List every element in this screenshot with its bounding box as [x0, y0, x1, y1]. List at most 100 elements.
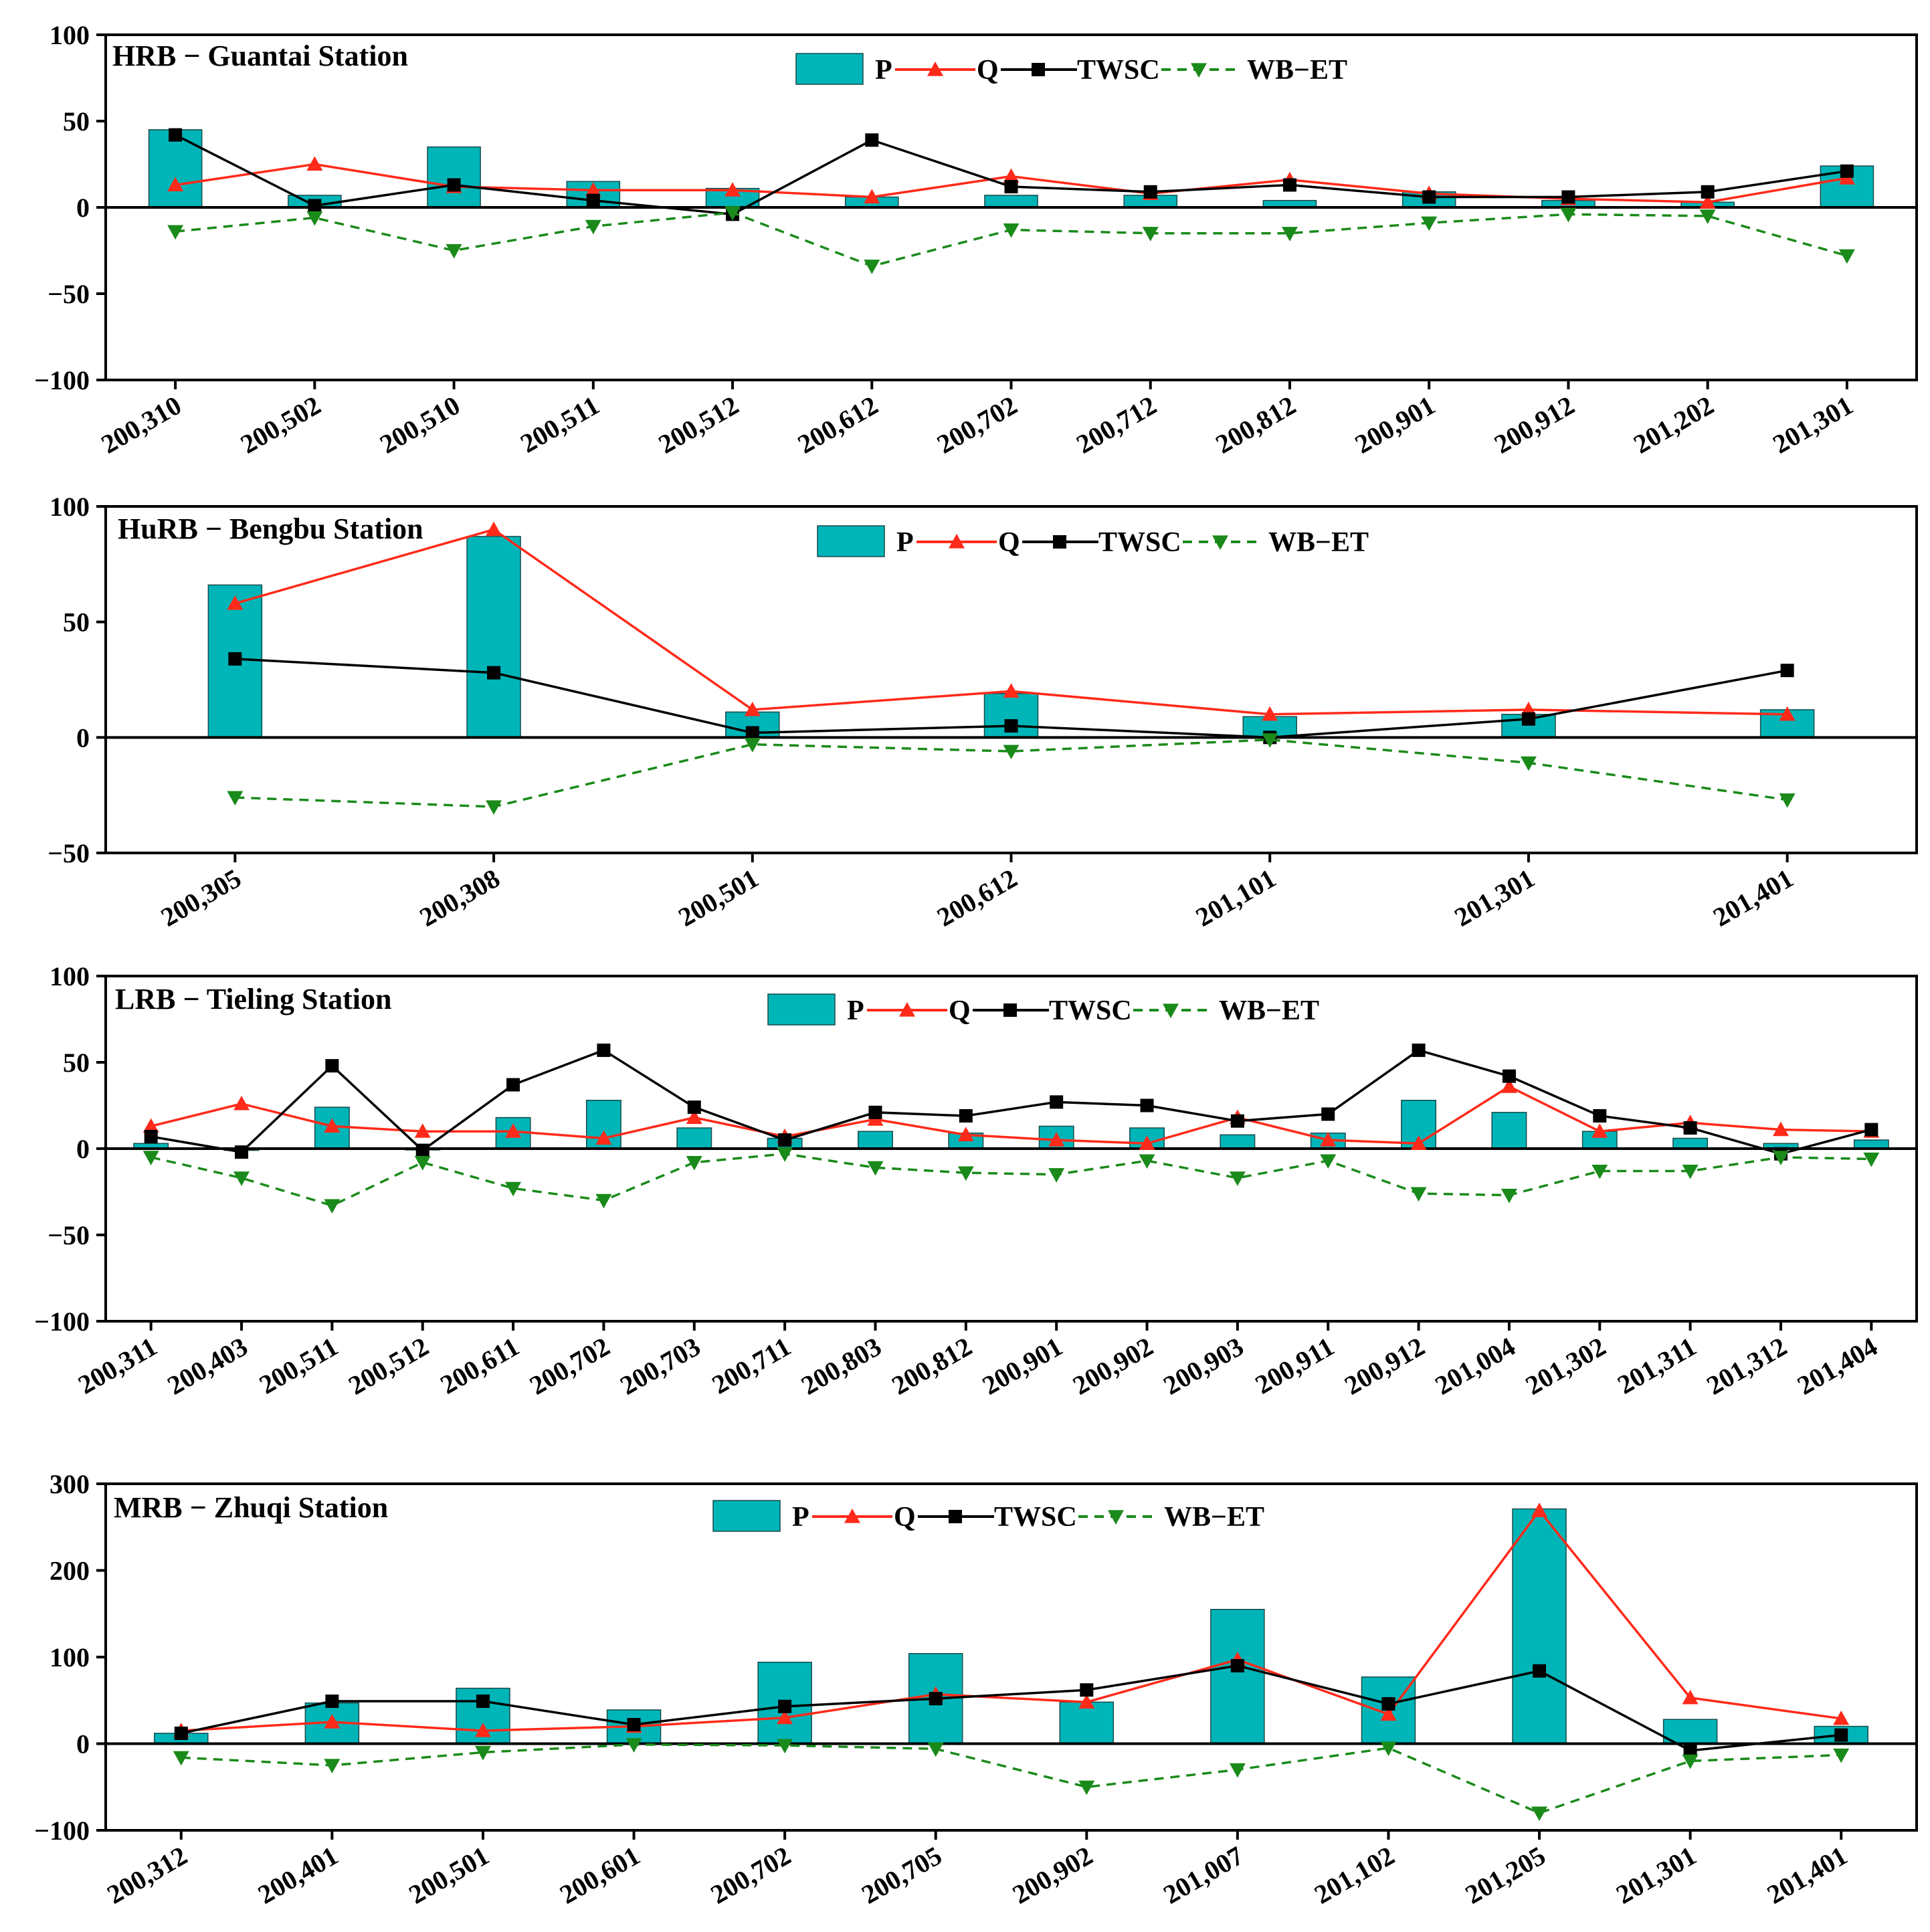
- marker-wbet: [1682, 1754, 1699, 1769]
- legend-label-twsc: TWSC: [994, 1502, 1077, 1533]
- x-tick-label: 200,611: [435, 1331, 524, 1400]
- marker-twsc: [778, 1133, 792, 1147]
- x-tick-label: 200,911: [1250, 1331, 1339, 1400]
- x-tick-label: 200,712: [1071, 390, 1161, 460]
- bar-p: [1491, 1112, 1527, 1149]
- marker-twsc: [1502, 1069, 1516, 1083]
- y-tick-label: 50: [63, 607, 90, 638]
- panel-title: HRB − Guantai Station: [112, 39, 408, 72]
- x-tick-label: 200,311: [73, 1331, 162, 1400]
- bar-p: [1512, 1508, 1567, 1745]
- x-tick-label: 200,812: [1210, 390, 1300, 460]
- legend-marker-q: [844, 1509, 860, 1523]
- x-tick-label: 200,903: [1158, 1331, 1248, 1401]
- marker-twsc: [1230, 1114, 1244, 1128]
- marker-wbet: [957, 1166, 974, 1181]
- marker-wbet: [1591, 1164, 1608, 1179]
- legend-label-wbet: WB−ET: [1247, 55, 1347, 86]
- x-tick-label: 200,902: [1007, 1840, 1098, 1910]
- x-tick-label: 200,312: [102, 1840, 192, 1910]
- legend: P Q TWSC WB−ET: [795, 53, 1347, 86]
- marker-twsc: [476, 1695, 490, 1709]
- x-tick-label: 200,305: [156, 863, 246, 933]
- bar-p: [466, 536, 521, 739]
- marker-q: [324, 1118, 341, 1133]
- y-tick-label: 50: [63, 1048, 90, 1078]
- legend-label-q: Q: [949, 995, 971, 1026]
- bar-p: [676, 1127, 712, 1149]
- x-tick-label: 201,301: [1611, 1840, 1701, 1910]
- marker-twsc: [868, 1105, 882, 1119]
- x-tick-label: 201,007: [1158, 1840, 1248, 1910]
- y-tick-label: 0: [76, 1729, 90, 1759]
- marker-q: [1380, 1706, 1397, 1721]
- line-q: [151, 1085, 1872, 1145]
- legend-label-wbet: WB−ET: [1164, 1502, 1264, 1533]
- marker-wbet: [1421, 216, 1438, 231]
- marker-wbet: [233, 1171, 250, 1186]
- legend-marker-twsc: [949, 1510, 962, 1523]
- legend-label-p: P: [792, 1502, 809, 1533]
- marker-q: [1048, 1132, 1065, 1147]
- marker-q: [414, 1123, 431, 1138]
- panel-title: HuRB − Bengbu Station: [118, 512, 423, 545]
- bar-p: [984, 195, 1038, 208]
- x-tick-label: 201,205: [1460, 1840, 1550, 1910]
- marker-twsc: [586, 193, 600, 207]
- marker-wbet: [686, 1156, 702, 1171]
- marker-q: [505, 1123, 522, 1138]
- x-tick-label: 200,512: [653, 390, 743, 460]
- marker-q: [167, 177, 184, 192]
- x-tick-label: 200,510: [375, 390, 465, 460]
- marker-wbet: [1048, 1168, 1065, 1183]
- marker-twsc: [228, 652, 242, 666]
- x-tick-label: 200,702: [706, 1840, 796, 1910]
- marker-q: [227, 595, 244, 610]
- marker-twsc: [778, 1699, 792, 1713]
- x-tick-label: 200,901: [1350, 390, 1440, 460]
- x-tick-label: 201,004: [1430, 1331, 1520, 1401]
- x-tick-label: 200,705: [856, 1840, 947, 1910]
- x-tick-label: 200,501: [673, 863, 763, 933]
- line-twsc: [151, 1048, 1872, 1155]
- marker-q: [1833, 1710, 1850, 1725]
- y-tick-label: 50: [63, 106, 90, 136]
- marker-wbet: [1142, 227, 1159, 242]
- legend-marker-twsc: [1003, 1003, 1017, 1017]
- marker-wbet: [414, 1156, 431, 1171]
- y-tick-label: −50: [47, 1220, 90, 1250]
- x-tick-label: 200,612: [793, 390, 883, 460]
- marker-wbet: [1501, 1189, 1517, 1203]
- marker-wbet: [306, 211, 323, 226]
- bar-p: [858, 1131, 893, 1149]
- marker-wbet: [625, 1738, 642, 1753]
- marker-q: [744, 701, 761, 716]
- marker-q: [1320, 1132, 1337, 1147]
- x-tick-label: 201,301: [1767, 390, 1858, 460]
- marker-q: [233, 1095, 250, 1110]
- marker-q: [1501, 1078, 1517, 1093]
- legend-label-q: Q: [977, 55, 999, 86]
- x-tick-label: 200,512: [343, 1331, 433, 1401]
- marker-twsc: [1143, 185, 1157, 199]
- x-tick-label: 200,511: [254, 1331, 343, 1400]
- marker-twsc: [325, 1059, 339, 1073]
- marker-wbet: [864, 260, 880, 274]
- marker-wbet: [324, 1759, 341, 1773]
- marker-wbet: [167, 225, 184, 240]
- marker-twsc: [1381, 1697, 1395, 1711]
- marker-twsc: [1683, 1121, 1697, 1135]
- x-tick-label: 200,502: [235, 390, 326, 460]
- legend-swatch-p: [767, 993, 836, 1026]
- marker-wbet: [446, 244, 462, 259]
- marker-wbet: [1833, 1748, 1850, 1763]
- x-tick-label: 201,401: [1708, 863, 1798, 933]
- legend-label-p: P: [896, 527, 914, 558]
- marker-q: [1772, 1121, 1789, 1137]
- x-tick-label: 200,702: [524, 1331, 615, 1401]
- marker-twsc: [1282, 178, 1296, 192]
- legend-marker-twsc: [1032, 63, 1045, 76]
- marker-wbet: [1838, 249, 1855, 264]
- marker-q: [486, 521, 502, 537]
